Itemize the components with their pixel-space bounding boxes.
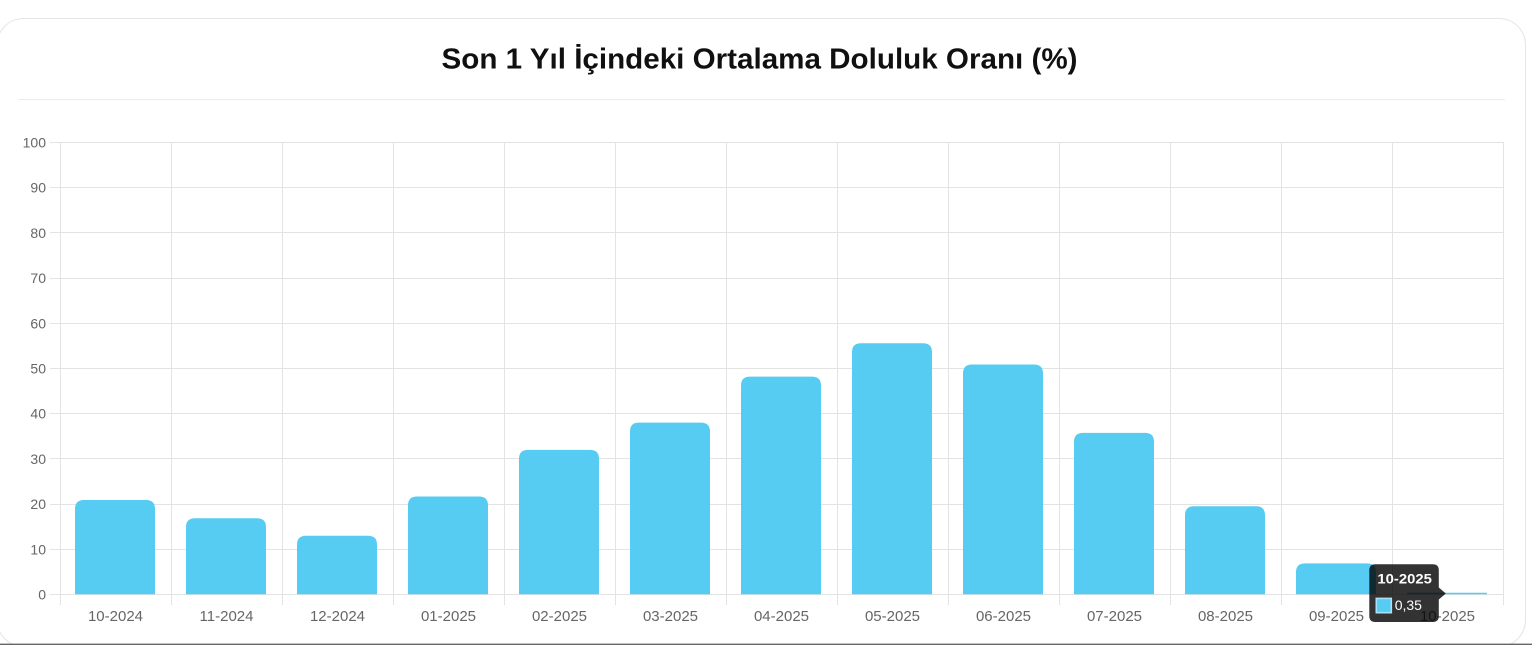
svg-text:01-2025: 01-2025: [421, 608, 476, 625]
svg-text:80: 80: [30, 225, 46, 241]
svg-text:04-2025: 04-2025: [754, 608, 809, 625]
svg-text:10-2025: 10-2025: [1377, 571, 1432, 587]
svg-text:10: 10: [30, 541, 46, 557]
svg-text:60: 60: [30, 315, 46, 331]
svg-text:03-2025: 03-2025: [643, 608, 698, 625]
svg-text:09-2025: 09-2025: [1309, 608, 1364, 625]
svg-text:02-2025: 02-2025: [532, 608, 587, 625]
svg-text:70: 70: [30, 270, 46, 286]
svg-text:11-2024: 11-2024: [200, 608, 254, 625]
svg-text:90: 90: [30, 180, 46, 196]
svg-text:30: 30: [30, 451, 46, 467]
svg-text:07-2025: 07-2025: [1087, 608, 1142, 625]
svg-text:10-2024: 10-2024: [88, 608, 143, 625]
svg-text:0: 0: [38, 587, 46, 603]
svg-text:100: 100: [23, 135, 47, 151]
svg-text:0,35: 0,35: [1395, 597, 1422, 613]
svg-text:Son 1 Yıl İçindeki Ortalama Do: Son 1 Yıl İçindeki Ortalama Doluluk Oran…: [442, 44, 1078, 76]
svg-text:12-2024: 12-2024: [310, 608, 365, 625]
svg-text:20: 20: [30, 496, 46, 512]
svg-text:40: 40: [30, 406, 46, 422]
svg-text:05-2025: 05-2025: [865, 608, 920, 625]
svg-text:50: 50: [30, 361, 46, 377]
svg-text:06-2025: 06-2025: [976, 608, 1031, 625]
svg-text:08-2025: 08-2025: [1198, 608, 1253, 625]
